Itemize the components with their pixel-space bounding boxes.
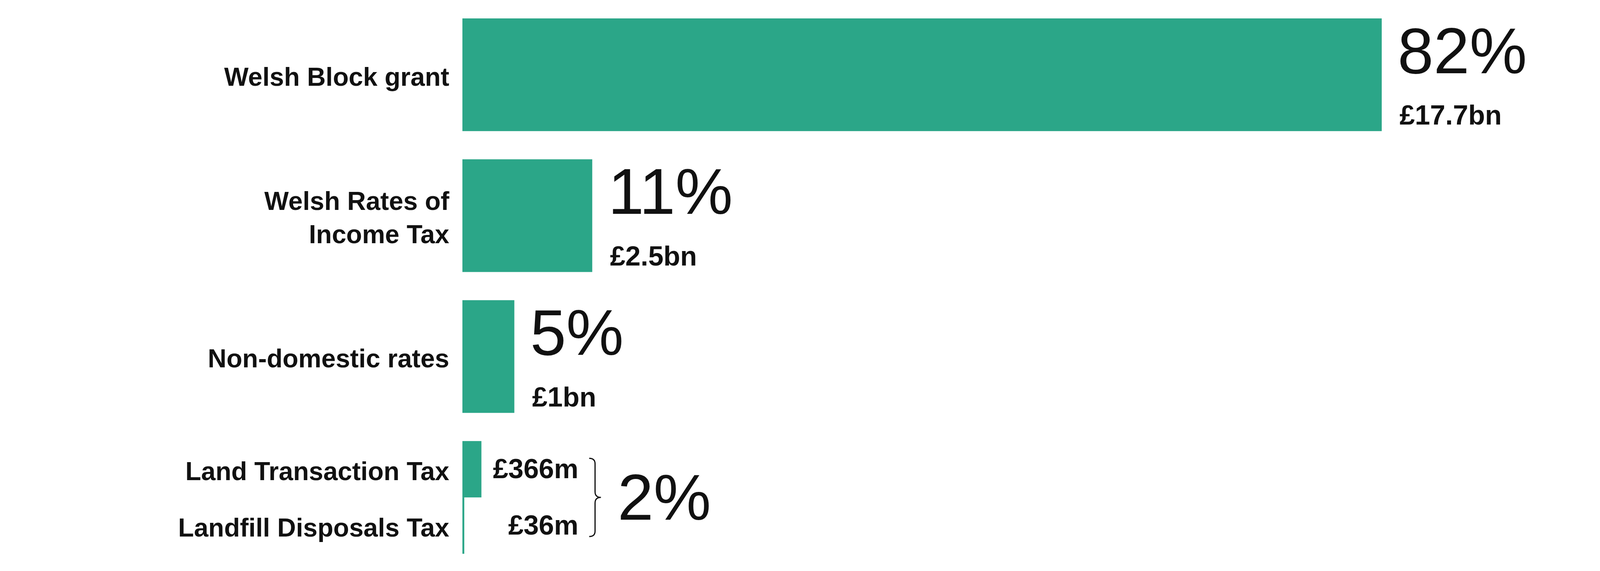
svg-text:Welsh Rates ofIncome Tax: Welsh Rates ofIncome Tax [264,186,450,250]
svg-text:Landfill Disposals Tax: Landfill Disposals Tax [178,513,450,543]
svg-text:Land Transaction Tax: Land Transaction Tax [185,456,450,486]
svg-text:5%5: 5%5 [530,296,624,369]
svg-text:£1bn: £1bn [532,382,597,413]
svg-text:£36m: £36m [508,510,579,541]
svg-text:£17.7bn: £17.7bn [1399,99,1503,131]
svg-text:£2.5bn: £2.5bn [610,240,698,272]
svg-text:82%82: 82%82 [1397,14,1528,87]
svg-text:11%11: 11%11 [608,155,733,228]
svg-text:Welsh Block grant: Welsh Block grant [224,62,450,92]
svg-text:Non-domestic rates: Non-domestic rates [207,344,450,374]
svg-text:£366m: £366m [492,453,579,485]
svg-text:2%2: 2%2 [617,461,711,534]
